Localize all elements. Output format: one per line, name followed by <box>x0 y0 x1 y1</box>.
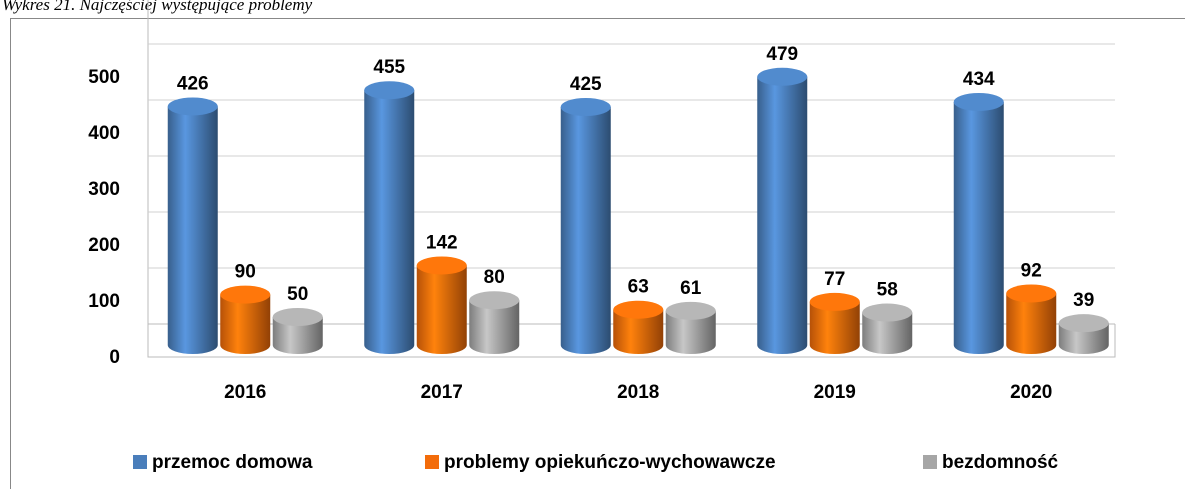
data-label: 479 <box>766 44 798 65</box>
data-label: 434 <box>963 69 995 90</box>
cylinder-body <box>560 107 611 354</box>
data-label: 61 <box>680 278 702 299</box>
cylinder-body <box>272 317 323 354</box>
cylinder-body <box>665 310 716 354</box>
cylinder-top <box>1006 284 1057 303</box>
cylinder-body <box>469 300 520 354</box>
cylinder-top <box>167 97 218 116</box>
y-tick-label: 400 <box>88 123 120 144</box>
cylinder-body <box>757 76 808 354</box>
data-label: 80 <box>484 267 505 288</box>
legend-label: bezdomność <box>942 452 1059 473</box>
y-tick-label: 200 <box>88 235 120 256</box>
data-label: 142 <box>426 232 458 253</box>
cylinder-top <box>757 67 808 86</box>
y-tick-label: 100 <box>88 291 120 312</box>
cylinder-body <box>613 309 664 354</box>
legend-label: przemoc domowa <box>152 452 313 473</box>
cylinder-body <box>953 101 1004 355</box>
cylinder-body <box>1006 293 1057 354</box>
cylinder-top <box>953 92 1004 111</box>
x-tick-label: 2020 <box>1010 382 1052 403</box>
data-label: 90 <box>235 262 256 283</box>
cylinder-top <box>469 291 520 310</box>
x-tick-label: 2016 <box>224 382 266 403</box>
cylinder-top <box>809 292 860 311</box>
data-label: 92 <box>1021 260 1042 281</box>
legend-swatch <box>425 455 439 469</box>
data-label: 63 <box>628 277 649 298</box>
cylinder-top <box>1058 314 1109 333</box>
chart-title: Wykres 21. Najczęściej występujące probl… <box>2 0 313 14</box>
legend-swatch <box>133 455 147 469</box>
cylinder-top <box>862 303 913 322</box>
x-tick-label: 2018 <box>617 382 659 403</box>
cylinder-body <box>416 265 467 354</box>
data-label: 50 <box>287 284 308 305</box>
cylinder-top <box>560 98 611 116</box>
cylinder-top <box>220 285 271 304</box>
cylinder-body <box>167 106 218 354</box>
cylinder-body <box>364 90 415 354</box>
cylinder-top <box>364 81 415 100</box>
y-tick-label: 500 <box>88 67 120 88</box>
legend-label: problemy opiekuńczo-wychowawcze <box>444 452 776 473</box>
cylinder-top <box>613 300 664 319</box>
cylinder-body <box>862 312 913 354</box>
data-label: 39 <box>1073 290 1094 311</box>
data-label: 425 <box>570 74 602 95</box>
data-label: 58 <box>877 280 898 301</box>
x-tick-label: 2017 <box>421 382 463 403</box>
floor <box>147 324 1116 358</box>
cylinder-top <box>416 256 467 275</box>
data-label: 455 <box>373 57 405 78</box>
cylinder-body <box>809 301 860 354</box>
legend-swatch <box>923 455 937 469</box>
cylinder-top <box>665 301 716 320</box>
x-tick-label: 2019 <box>814 382 856 403</box>
y-tick-label: 300 <box>88 179 120 200</box>
data-label: 77 <box>824 269 845 290</box>
data-label: 426 <box>177 73 209 94</box>
y-tick-label: 0 <box>109 347 120 368</box>
cylinder-body <box>220 294 271 354</box>
cylinder-top <box>272 308 323 326</box>
